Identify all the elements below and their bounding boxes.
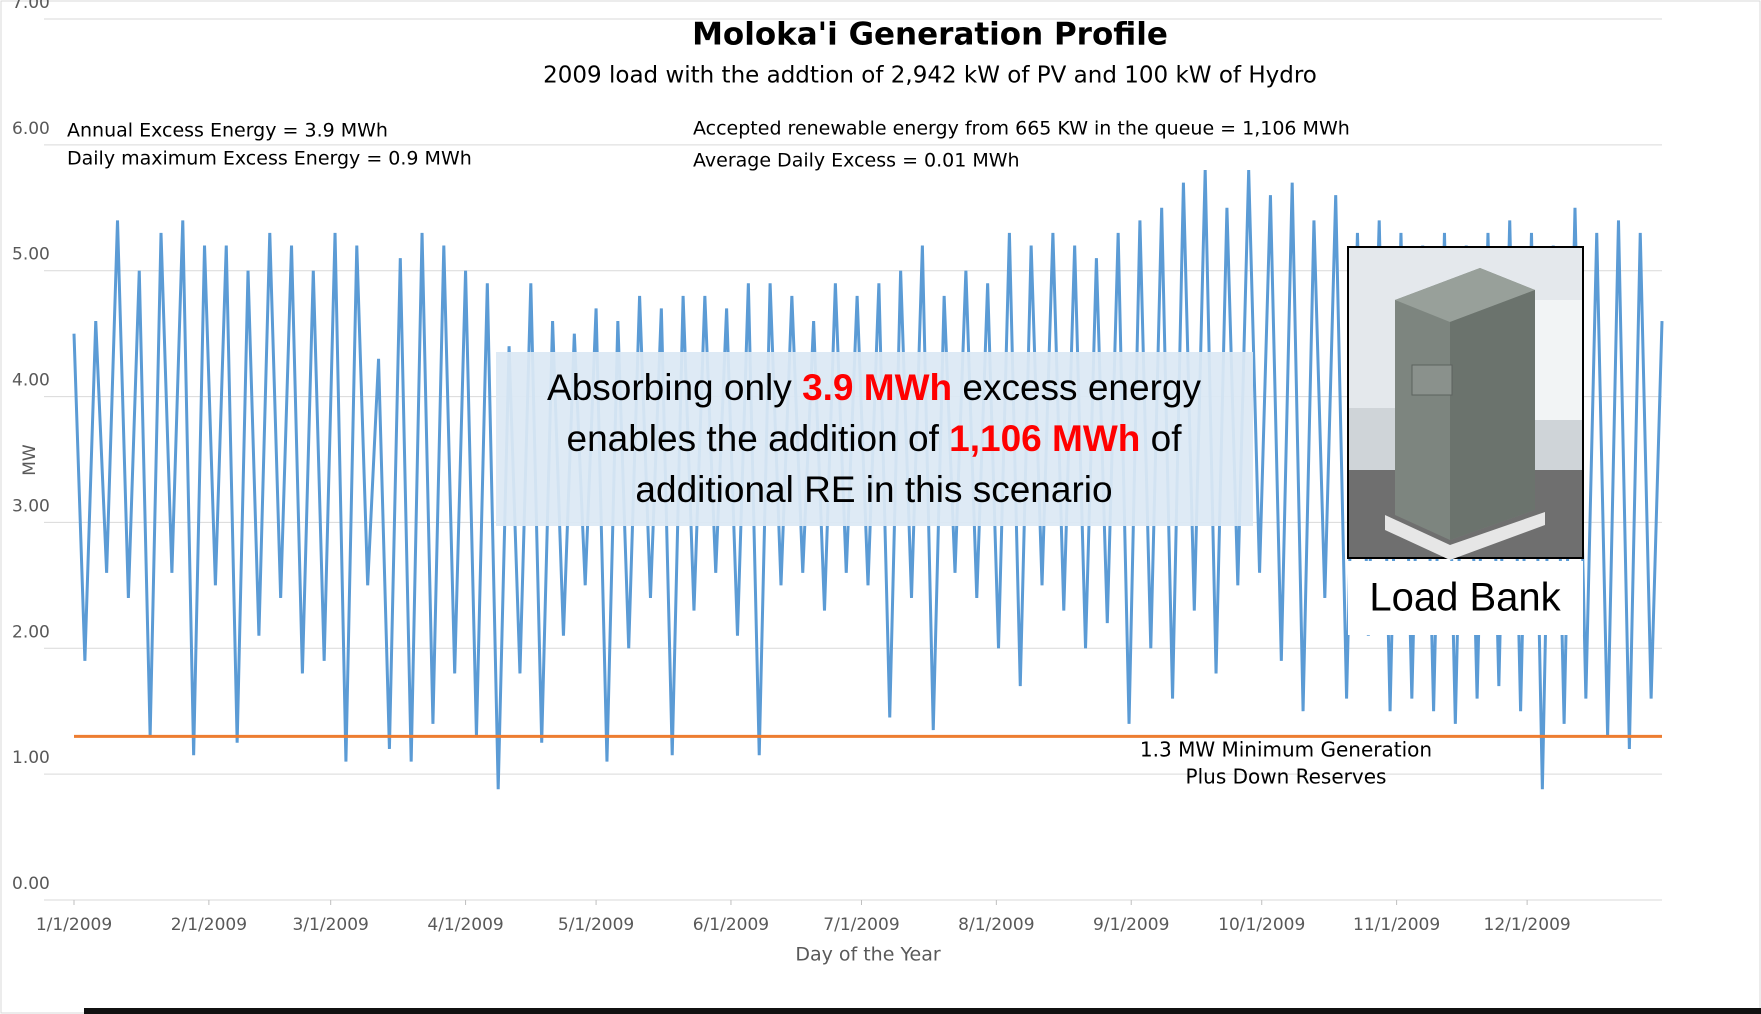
x-tick-label: 8/1/2009 (958, 915, 1034, 935)
x-tick-label: 4/1/2009 (427, 915, 503, 935)
callout-run: of (1140, 418, 1182, 459)
y-tick-label: 2.00 (12, 622, 50, 642)
y-tick-label: 1.00 (12, 748, 50, 768)
annotation: Daily maximum Excess Energy = 0.9 MWh (67, 148, 472, 170)
callout-run: 3.9 MWh (802, 367, 952, 408)
reference-label: Plus Down Reserves (1186, 765, 1387, 789)
callout-text: enables the addition of 1,106 MWh of (567, 418, 1183, 459)
caption-box (1348, 561, 1583, 635)
callout-run: enables the addition of (567, 418, 950, 459)
reference-label: 1.3 MW Minimum Generation (1140, 738, 1432, 762)
callout: Absorbing only 3.9 MWh excess energyenab… (547, 367, 1201, 510)
x-tick-label: 6/1/2009 (693, 915, 769, 935)
annotation: Average Daily Excess = 0.01 MWh (693, 150, 1020, 172)
y-tick-label: 3.00 (12, 496, 50, 516)
photo-caption: Load Bank (1369, 576, 1561, 620)
y-tick-label: 4.00 (12, 371, 50, 391)
x-tick-label: 9/1/2009 (1093, 915, 1169, 935)
callout-text: Absorbing only 3.9 MWh excess energy (547, 367, 1201, 408)
callout-run: Absorbing only (547, 367, 802, 408)
x-tick-label: 12/1/2009 (1484, 915, 1571, 935)
annotation: Accepted renewable energy from 665 KW in… (693, 118, 1350, 140)
x-tick-label: 7/1/2009 (823, 915, 899, 935)
y-axis-label: MW (20, 444, 40, 476)
callout-run: additional RE in this scenario (635, 469, 1112, 510)
x-tick-label: 1/1/2009 (36, 915, 112, 935)
x-axis-label: Day of the Year (795, 944, 941, 966)
y-tick-label: 5.00 (12, 245, 50, 265)
bottom-bar (84, 1008, 1761, 1014)
callout-text: additional RE in this scenario (635, 469, 1112, 510)
callout-box (496, 352, 1253, 526)
load-bank-photo (1347, 246, 1584, 560)
callout-run: excess energy (952, 367, 1201, 408)
annotation: Annual Excess Energy = 3.9 MWh (67, 120, 388, 142)
x-tick-label: 3/1/2009 (293, 915, 369, 935)
x-tick-label: 11/1/2009 (1353, 915, 1440, 935)
chart-title: Moloka'i Generation Profile (692, 17, 1168, 53)
x-tick-label: 10/1/2009 (1218, 915, 1305, 935)
y-tick-label: 6.00 (12, 119, 50, 139)
y-tick-label: 0.00 (12, 874, 50, 894)
x-tick-label: 5/1/2009 (558, 915, 634, 935)
callout-run: 1,106 MWh (949, 418, 1140, 459)
chart-subtitle: 2009 load with the addtion of 2,942 kW o… (543, 63, 1317, 89)
y-tick-label: 7.00 (12, 0, 50, 13)
x-tick-label: 2/1/2009 (171, 915, 247, 935)
